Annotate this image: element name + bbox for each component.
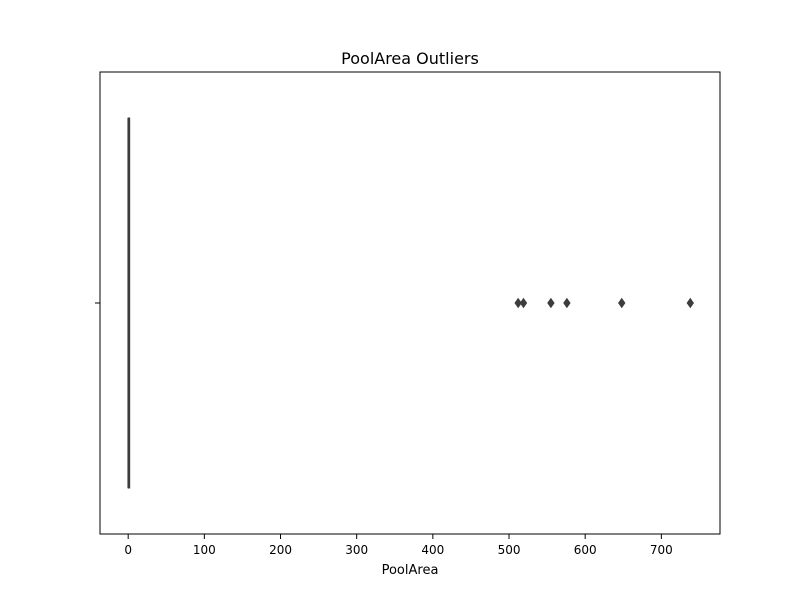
plot-area-frame: [99, 71, 721, 535]
x-tick-label: 0: [124, 543, 132, 557]
x-axis-label: PoolArea: [382, 563, 439, 578]
chart-title: PoolArea Outliers: [341, 49, 479, 68]
x-tick-label: 100: [193, 543, 216, 557]
outlier-point: [563, 297, 571, 309]
x-tick-label: 200: [269, 543, 292, 557]
outlier-point: [686, 297, 694, 309]
outlier-point: [519, 297, 528, 309]
x-tick-label: 400: [421, 543, 444, 557]
outlier-point: [514, 297, 522, 309]
x-tick-label: 500: [498, 543, 521, 557]
outlier-point: [618, 297, 626, 309]
x-tick-label: 600: [574, 543, 597, 557]
box-plot-layer: [127, 117, 131, 489]
x-tick-label: 700: [650, 543, 673, 557]
x-tick-label: 300: [345, 543, 368, 557]
outlier-points: [514, 297, 694, 309]
x-axis-ticks: 0 100 200 300 400 500 600 700: [124, 534, 673, 557]
outlier-point: [547, 297, 555, 309]
